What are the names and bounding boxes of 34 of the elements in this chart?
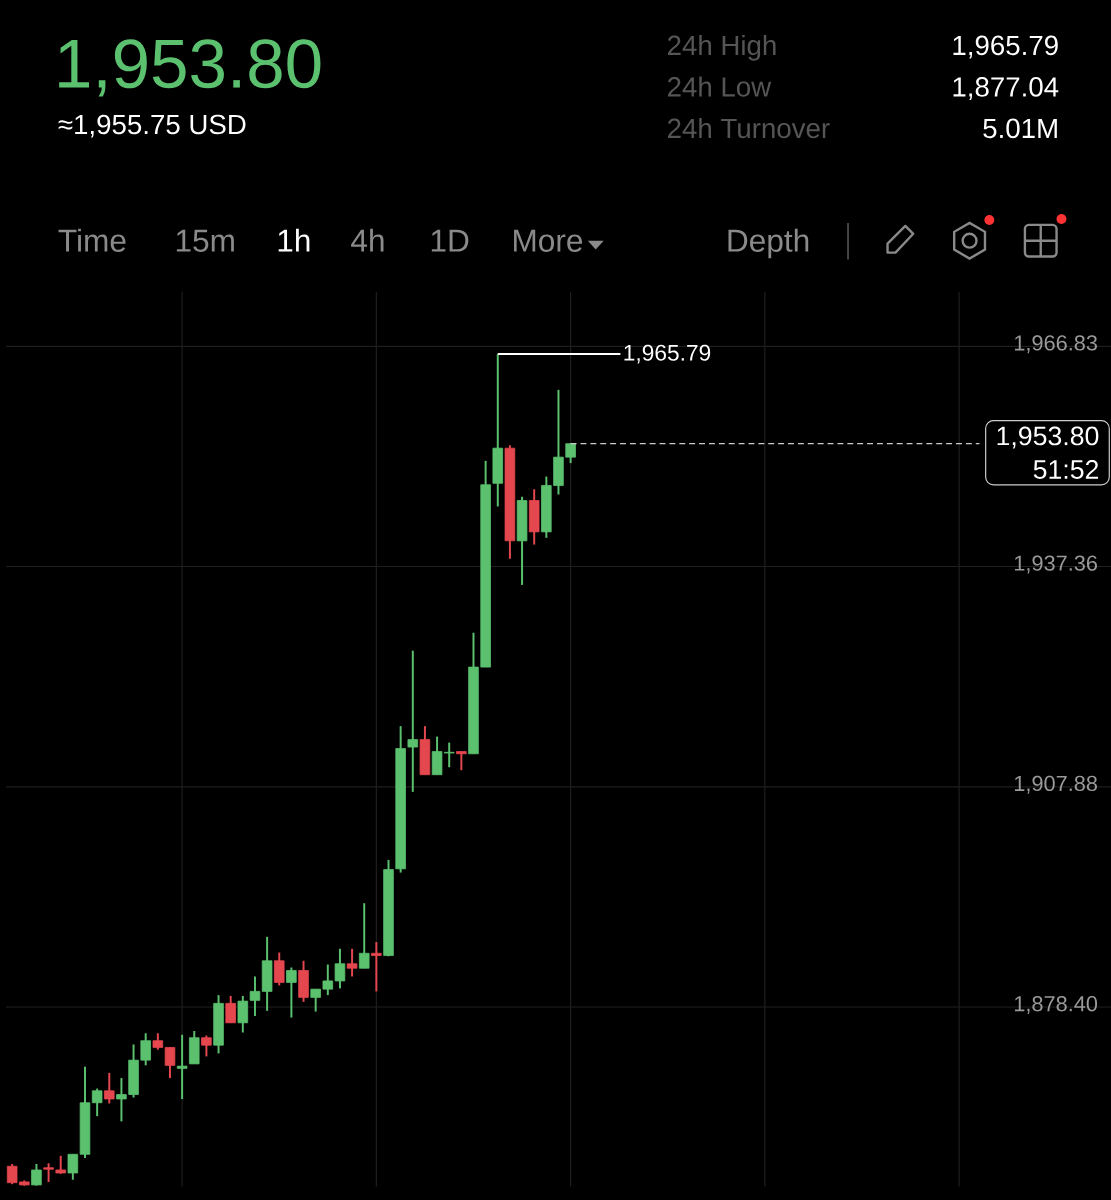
candlestick <box>407 649 418 793</box>
y-tick-label: 1,878.40 <box>1014 996 1097 1014</box>
annotation: 1,877.04 <box>953 77 1059 100</box>
candlestick <box>346 947 358 978</box>
annotation: 1D <box>431 229 469 252</box>
annotation: 24h Low <box>667 76 772 97</box>
annotation: 15m <box>176 229 234 252</box>
ref-line-label: 1,953.80 <box>997 426 1099 449</box>
candlestick <box>103 1071 115 1105</box>
y-tick-label: 1,966.83 <box>1014 335 1097 354</box>
chart-title: 1,953.80 <box>58 39 321 97</box>
annotation: 1,965.79 <box>953 35 1058 59</box>
annotation: 24h High <box>667 34 776 61</box>
y-tick-label: 1,937.36 <box>1014 555 1097 574</box>
candlestick <box>455 750 467 772</box>
candlestick <box>30 1163 42 1187</box>
candlestick <box>285 966 297 1019</box>
annotation: Depth <box>728 228 808 259</box>
annotation: 1,965.79 <box>624 344 710 364</box>
annotation: 24h Turnover <box>667 117 830 139</box>
candlestick <box>358 902 370 970</box>
candlestick <box>370 941 382 993</box>
annotation: 1h <box>278 228 310 252</box>
text: ≈1,955.75 USD <box>58 114 246 138</box>
annotation: 51:52 <box>1033 460 1098 479</box>
candlestick <box>273 951 285 987</box>
candlestick <box>176 1033 188 1100</box>
candlestick <box>200 1034 212 1058</box>
annotation: Time <box>58 228 126 252</box>
candlestick <box>225 994 236 1024</box>
y-tick-label: 1,907.88 <box>1014 775 1097 794</box>
annotation: More <box>513 229 582 252</box>
annotation: 5.01M <box>983 118 1057 139</box>
annotation: 4h <box>350 228 384 252</box>
